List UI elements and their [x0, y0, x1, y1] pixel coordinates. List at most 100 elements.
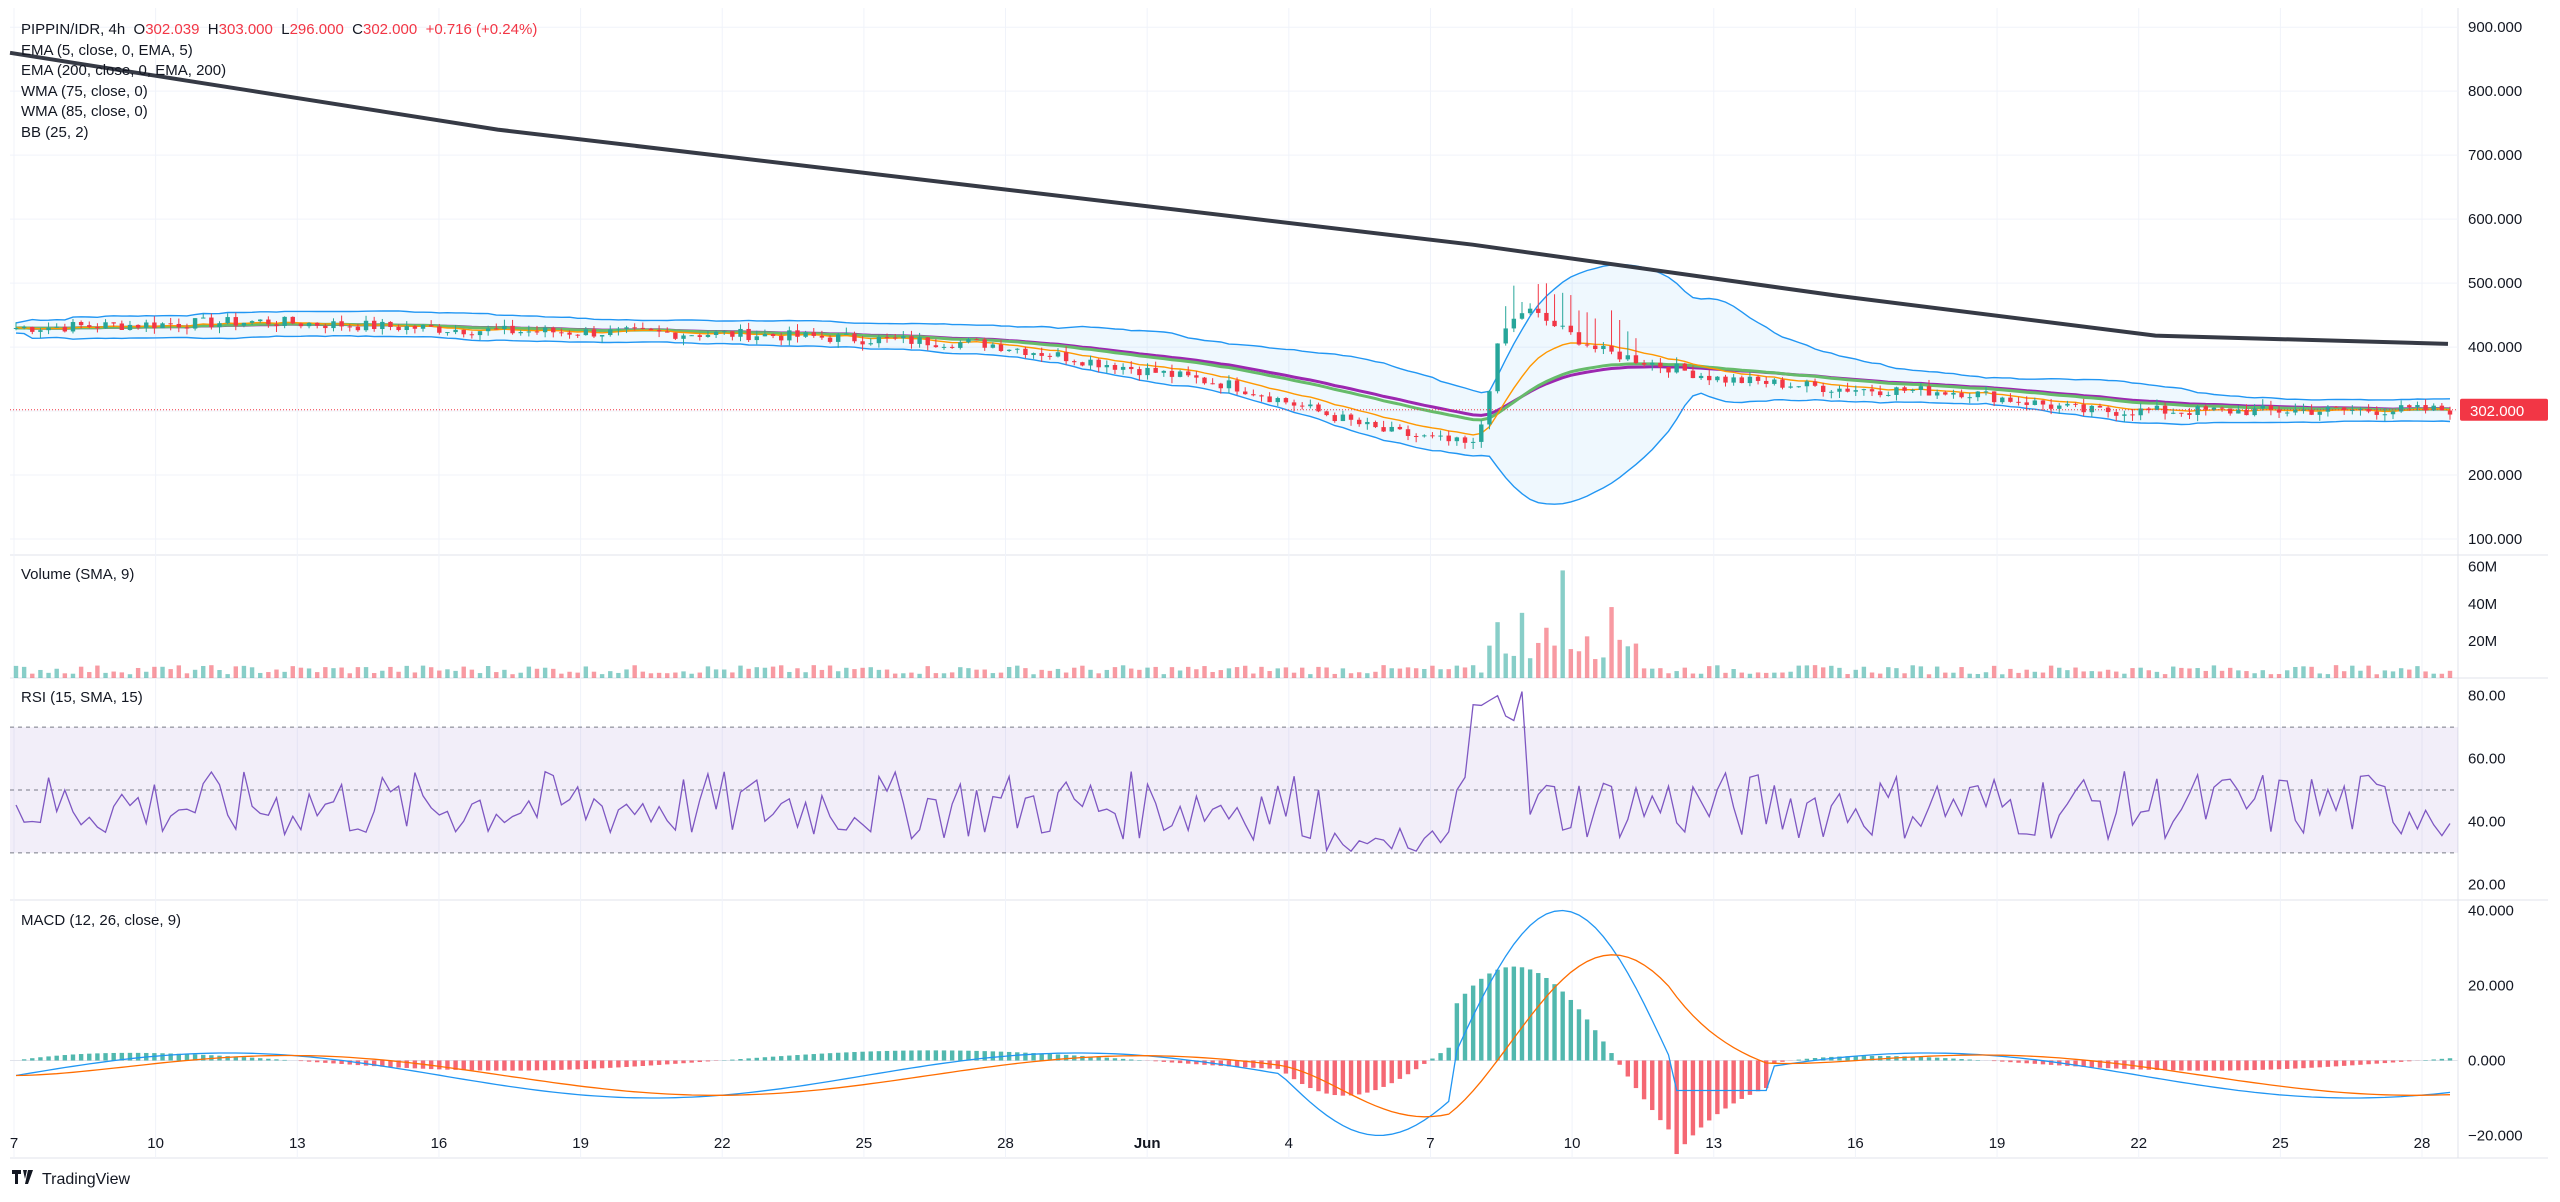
candle-body	[1177, 371, 1183, 377]
volume-bar	[689, 673, 694, 678]
candle-body	[2114, 412, 2119, 416]
rsi-pane-label[interactable]: RSI (15, SMA, 15)	[21, 689, 143, 706]
candle-body	[1690, 370, 1696, 379]
tradingview-brand[interactable]: TradingView	[12, 1170, 130, 1189]
volume-bar	[21, 666, 27, 678]
macd-histogram-bar	[852, 1052, 857, 1061]
macd-histogram-bar	[1218, 1060, 1223, 1066]
volume-bar	[697, 672, 702, 678]
symbol-label[interactable]: PIPPIN/IDR, 4h	[21, 21, 126, 38]
bb-upper-line	[15, 264, 2451, 401]
candle-body	[103, 322, 108, 329]
macd-histogram-bar	[1625, 1060, 1631, 1077]
volume-pane-label[interactable]: Volume (SMA, 9)	[21, 566, 135, 583]
macd-pane-label[interactable]: MACD (12, 26, close, 9)	[21, 912, 182, 929]
volume-bar	[1926, 674, 1932, 678]
indicator-wma85[interactable]: WMA (85, close, 0)	[21, 103, 148, 120]
candle-body	[78, 322, 84, 326]
volume-bar	[876, 669, 882, 678]
volume-bar	[2219, 670, 2225, 678]
volume-bar	[1584, 636, 1590, 678]
volume-bar	[2447, 670, 2453, 678]
indicator-ema5[interactable]: EMA (5, close, 0, EMA, 5)	[21, 41, 193, 59]
macd-histogram-bar	[2301, 1060, 2306, 1069]
candle-body	[298, 323, 304, 327]
macd-tick-label: −20.000	[2468, 1128, 2523, 1145]
volume-bar	[192, 669, 198, 678]
macd-histogram-bar	[2268, 1060, 2274, 1070]
candle-body	[941, 346, 947, 348]
volume-bar	[1527, 658, 1533, 678]
volume-bar	[1104, 669, 1110, 678]
macd-histogram-bar	[168, 1053, 173, 1061]
macd-histogram-bar	[1291, 1060, 1297, 1080]
macd-histogram-bar	[1186, 1060, 1191, 1064]
candle-body	[1088, 359, 1093, 366]
macd-histogram-bar	[2162, 1060, 2168, 1071]
macd-histogram-bar	[1764, 1060, 1769, 1089]
candle-body	[1853, 390, 1858, 392]
candle-body	[1991, 391, 1997, 403]
candle-body	[160, 323, 165, 329]
candle-body	[901, 336, 906, 339]
macd-histogram-bar	[1552, 984, 1557, 1061]
indicator-wma75[interactable]: WMA (75, close, 0)	[21, 82, 148, 100]
candle-body	[754, 336, 759, 341]
rsi-tick-label: 40.00	[2468, 813, 2506, 830]
macd-histogram-bar	[1063, 1054, 1069, 1061]
volume-bar	[2382, 670, 2388, 678]
volume-bar	[111, 671, 116, 678]
macd-histogram-bar	[78, 1054, 84, 1061]
macd-histogram-bar	[2447, 1058, 2453, 1061]
indicator-ema200[interactable]: EMA (200, close, 0, EMA, 200)	[21, 62, 227, 79]
candle-body	[2171, 412, 2176, 414]
macd-histogram-bar	[30, 1058, 35, 1061]
indicator-bb[interactable]: BB (25, 2)	[21, 123, 89, 141]
candle-body	[2203, 406, 2208, 410]
volume-bar	[901, 673, 906, 678]
macd-histogram-bar	[249, 1057, 255, 1061]
candle-body	[1243, 391, 1248, 395]
candle-body	[673, 332, 678, 339]
volume-tick-label: 40M	[2468, 596, 2497, 613]
candle-body	[779, 336, 784, 341]
candle-body	[1129, 366, 1134, 370]
volume-bar	[1454, 665, 1460, 678]
tradingview-logo-icon	[12, 1170, 36, 1189]
candle-body	[1470, 441, 1476, 443]
volume-bar	[2390, 671, 2396, 678]
macd-histogram-bar	[1112, 1058, 1118, 1061]
macd-histogram-bar	[2236, 1060, 2241, 1071]
volume-bar	[892, 673, 898, 678]
volume-bar	[673, 672, 678, 678]
candle-body	[209, 317, 214, 328]
candle-body	[1658, 362, 1663, 368]
candle-body	[1943, 392, 1948, 395]
volume-bar	[1373, 671, 1378, 678]
volume-bar	[2268, 674, 2274, 678]
macd-histogram-bar	[795, 1055, 800, 1061]
candle-body	[2252, 408, 2257, 416]
volume-bar	[1226, 668, 1232, 678]
candle-body	[1405, 429, 1411, 436]
candle-body	[1772, 379, 1777, 384]
volume-bar	[738, 665, 743, 678]
macd-histogram-bar	[1259, 1060, 1264, 1069]
volume-bar	[1479, 672, 1484, 678]
candle-body	[1495, 343, 1500, 392]
volume-bar	[1910, 665, 1915, 678]
volume-bar	[1096, 673, 1101, 678]
volume-bar	[2187, 668, 2192, 678]
candle-body	[2057, 405, 2062, 409]
macd-histogram-bar	[176, 1053, 182, 1061]
volume-bar	[2407, 669, 2412, 678]
candle-body	[835, 334, 841, 342]
candle-body	[2309, 409, 2314, 415]
macd-histogram-bar	[1723, 1060, 1728, 1109]
macd-histogram-bar	[1698, 1060, 1704, 1128]
candle-body	[1153, 367, 1158, 373]
macd-histogram-bar	[2341, 1060, 2347, 1066]
candle-body	[1169, 370, 1175, 377]
volume-bar	[30, 673, 35, 678]
volume-bar	[1218, 670, 1223, 678]
